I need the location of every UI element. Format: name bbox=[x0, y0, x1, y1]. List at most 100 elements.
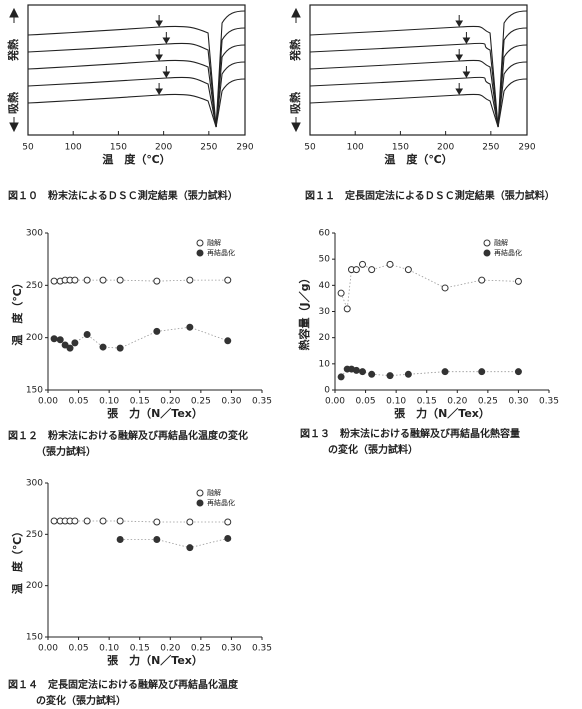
endo-label: 吸熱 bbox=[288, 92, 302, 114]
x-tick-label: 0.30 bbox=[508, 397, 528, 407]
data-point bbox=[99, 343, 107, 351]
x-tick-label: 0.00 bbox=[325, 397, 345, 407]
data-point bbox=[359, 260, 367, 268]
y-tick-label: 150 bbox=[26, 386, 43, 396]
legend-marker bbox=[196, 489, 204, 497]
data-point bbox=[359, 368, 367, 376]
dsc-curve bbox=[27, 61, 246, 128]
series-line bbox=[340, 368, 519, 378]
data-point bbox=[83, 517, 91, 525]
data-point bbox=[368, 370, 376, 378]
x-tick-label: 0.00 bbox=[38, 397, 58, 407]
data-point bbox=[153, 327, 161, 335]
data-point bbox=[186, 544, 194, 552]
exo-label: 発熱 bbox=[6, 39, 20, 62]
y-tick-label: 150 bbox=[26, 633, 43, 643]
peak-arrow bbox=[455, 83, 464, 95]
x-tick-label: 290 bbox=[518, 143, 535, 153]
data-point bbox=[343, 305, 351, 313]
plot-frame bbox=[309, 4, 528, 136]
data-point bbox=[153, 535, 161, 543]
legend-marker bbox=[483, 239, 491, 247]
figure-caption: の変化（張力試料） bbox=[328, 443, 418, 456]
data-point bbox=[404, 266, 412, 274]
peak-arrow bbox=[162, 66, 171, 78]
y-axis-label: 熱容量（J／g） bbox=[297, 273, 311, 351]
x-tick-label: 0.05 bbox=[69, 644, 89, 654]
legend-marker bbox=[483, 249, 491, 257]
data-point bbox=[71, 276, 79, 284]
y-tick-label: 250 bbox=[26, 281, 43, 291]
x-axis-label: 張 力（N／Tex） bbox=[394, 406, 490, 420]
dsc-curve bbox=[27, 44, 246, 128]
y-tick-label: 200 bbox=[26, 333, 43, 343]
exo-label: 発熱 bbox=[288, 39, 302, 62]
endo-label: 吸熱 bbox=[6, 92, 20, 114]
data-point bbox=[153, 518, 161, 526]
x-axis-label: 張 力（N／Tex） bbox=[107, 653, 203, 667]
x-tick-label: 250 bbox=[482, 143, 499, 153]
dsc-curve bbox=[309, 61, 528, 128]
legend-marker bbox=[196, 249, 204, 257]
x-tick-label: 0.30 bbox=[221, 644, 241, 654]
x-tick-label: 0.15 bbox=[417, 397, 437, 407]
x-tick-label: 0.30 bbox=[221, 397, 241, 407]
y-tick-label: 60 bbox=[319, 229, 331, 239]
data-point bbox=[153, 277, 161, 285]
legend-label: 再結晶化 bbox=[207, 498, 235, 507]
dsc-curve bbox=[309, 44, 528, 128]
data-point bbox=[224, 337, 232, 345]
series-line bbox=[54, 279, 228, 282]
exo-arrow bbox=[291, 7, 301, 23]
endo-arrow bbox=[9, 117, 19, 133]
x-tick-label: 0.15 bbox=[130, 397, 150, 407]
figure-caption: 図１０ 粉末法によるＤＳＣ測定結果（張力試料） bbox=[8, 189, 238, 202]
x-tick-label: 0.25 bbox=[478, 397, 498, 407]
legend-marker bbox=[196, 239, 204, 247]
y-tick-label: 40 bbox=[319, 281, 331, 291]
peak-arrow bbox=[155, 49, 163, 61]
peak-arrow bbox=[155, 15, 163, 27]
dsc-curve bbox=[309, 10, 528, 128]
data-point bbox=[71, 517, 79, 525]
data-point bbox=[224, 276, 232, 284]
x-tick-label: 0.35 bbox=[252, 644, 272, 654]
y-tick-label: 250 bbox=[26, 530, 43, 540]
data-point bbox=[441, 284, 449, 292]
data-point bbox=[386, 260, 394, 268]
data-point bbox=[50, 517, 58, 525]
x-tick-label: 0.35 bbox=[252, 397, 272, 407]
data-point bbox=[514, 368, 522, 376]
x-tick-label: 0.20 bbox=[447, 397, 467, 407]
x-tick-label: 200 bbox=[437, 143, 454, 153]
data-point bbox=[83, 331, 91, 339]
data-point bbox=[56, 336, 64, 344]
x-tick-label: 0.20 bbox=[160, 397, 180, 407]
data-point bbox=[224, 518, 232, 526]
data-point bbox=[441, 368, 449, 376]
x-tick-label: 0.25 bbox=[191, 397, 211, 407]
data-point bbox=[404, 370, 412, 378]
data-point bbox=[186, 323, 194, 331]
y-tick-label: 20 bbox=[319, 333, 331, 343]
dsc-curve bbox=[27, 10, 246, 128]
x-tick-label: 100 bbox=[65, 143, 82, 153]
data-point bbox=[368, 266, 376, 274]
x-axis-label: 温 度（℃） bbox=[384, 152, 452, 166]
legend-label: 融解 bbox=[494, 238, 508, 247]
x-axis-label: 張 力（N／Tex） bbox=[107, 406, 203, 420]
x-tick-label: 250 bbox=[200, 143, 217, 153]
legend-label: 融解 bbox=[207, 488, 221, 497]
data-point bbox=[116, 535, 124, 543]
figure-caption: 図１３ 粉末法における融解及び再結晶化熱容量 bbox=[300, 427, 520, 440]
data-point bbox=[99, 517, 107, 525]
data-point bbox=[337, 373, 345, 381]
x-tick-label: 0.05 bbox=[69, 397, 89, 407]
data-point bbox=[352, 366, 360, 374]
exo-arrow bbox=[9, 7, 19, 23]
x-tick-label: 0.00 bbox=[38, 644, 58, 654]
data-point bbox=[116, 344, 124, 352]
peak-arrow bbox=[455, 49, 464, 61]
data-point bbox=[478, 276, 486, 284]
x-tick-label: 0.20 bbox=[160, 644, 180, 654]
